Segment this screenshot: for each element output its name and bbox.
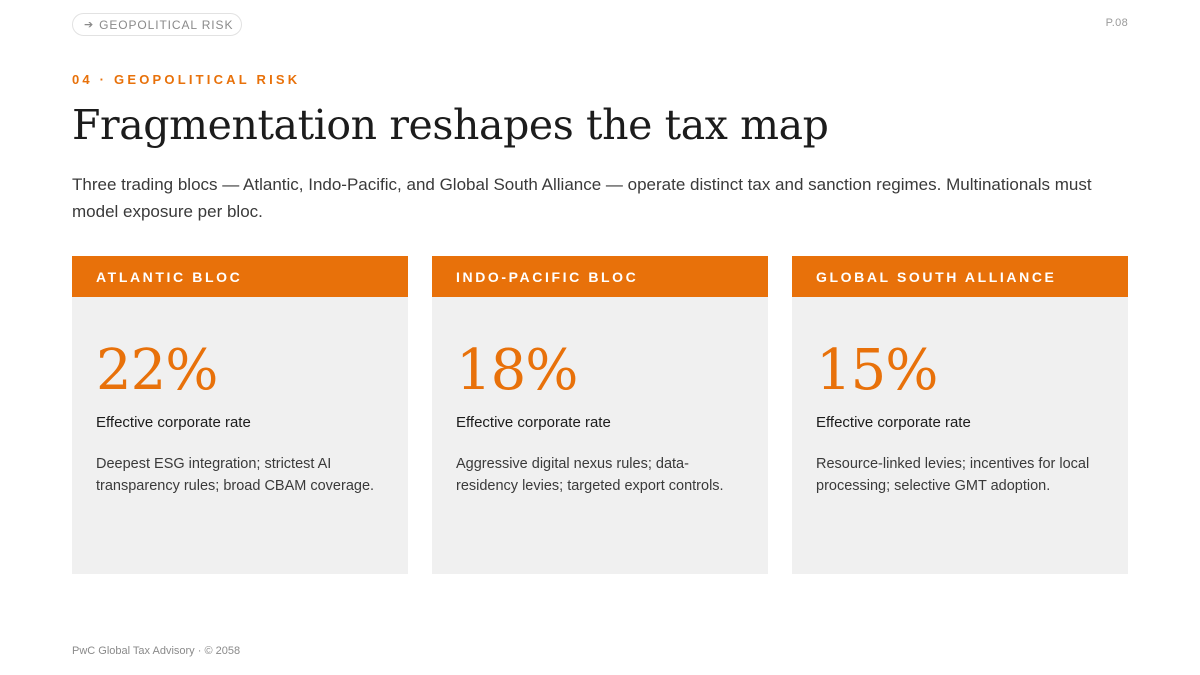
bloc-card-description: Resource-linked levies; incentives for l… <box>816 456 1090 494</box>
bloc-card-rate: 22% <box>96 338 218 403</box>
bloc-card-header: GLOBAL SOUTH ALLIANCE <box>792 256 1128 297</box>
bloc-card-rate-label: Effective corporate rate <box>816 414 971 431</box>
bloc-card-global-south: GLOBAL SOUTH ALLIANCE 15% Effective corp… <box>792 256 1128 574</box>
bloc-card-description: Aggressive digital nexus rules; data-res… <box>456 456 724 494</box>
bloc-card-description: Deepest ESG integration; strictest AI tr… <box>96 456 375 494</box>
bloc-card-indo-pacific: INDO-PACIFIC BLOC 18% Effective corporat… <box>432 256 768 574</box>
section-eyebrow: 04 · GEOPOLITICAL RISK <box>72 72 301 87</box>
bloc-card-rate-label: Effective corporate rate <box>96 414 251 431</box>
page-number: P.08 <box>1105 17 1128 29</box>
page-subtitle: Three trading blocs — Atlantic, Indo-Pac… <box>72 175 1092 221</box>
bloc-cards: ATLANTIC BLOC 22% Effective corporate ra… <box>72 256 1128 574</box>
bloc-card-rate-label: Effective corporate rate <box>456 414 611 431</box>
bloc-card-header: INDO-PACIFIC BLOC <box>432 256 768 297</box>
section-pill[interactable]: ➔ GEOPOLITICAL RISK <box>72 13 242 36</box>
arrow-right-icon: ➔ <box>84 19 95 31</box>
bloc-card-rate: 18% <box>456 338 578 403</box>
bloc-card-atlantic: ATLANTIC BLOC 22% Effective corporate ra… <box>72 256 408 574</box>
page-title: Fragmentation reshapes the tax map <box>72 101 829 149</box>
section-pill-label: GEOPOLITICAL RISK <box>99 17 234 32</box>
footer-copyright: PwC Global Tax Advisory · © 2058 <box>72 645 241 657</box>
bloc-card-rate: 15% <box>816 338 938 403</box>
bloc-card-header: ATLANTIC BLOC <box>72 256 408 297</box>
